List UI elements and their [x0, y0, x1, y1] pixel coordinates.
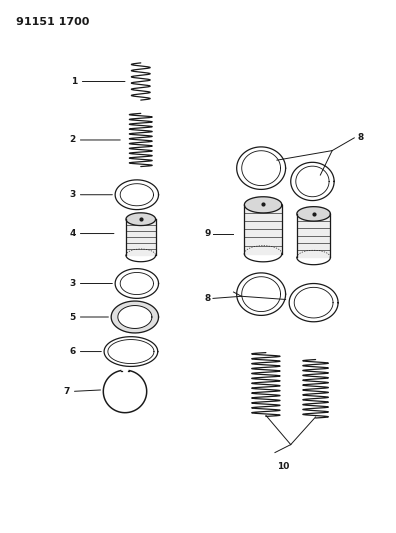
Polygon shape: [118, 305, 152, 328]
Text: 1: 1: [71, 77, 78, 86]
Text: 4: 4: [69, 229, 76, 238]
Text: 8: 8: [205, 294, 211, 303]
Text: 91151 1700: 91151 1700: [17, 17, 90, 27]
Text: 2: 2: [69, 135, 76, 144]
Text: 10: 10: [277, 462, 289, 471]
Polygon shape: [297, 207, 330, 221]
Text: 3: 3: [69, 279, 76, 288]
Polygon shape: [111, 301, 158, 333]
Polygon shape: [244, 197, 282, 213]
Polygon shape: [126, 213, 156, 225]
Text: 9: 9: [205, 229, 211, 238]
Text: 8: 8: [358, 133, 364, 142]
Text: 5: 5: [69, 312, 76, 321]
Text: 6: 6: [69, 347, 76, 356]
Text: 7: 7: [63, 387, 70, 396]
Text: 3: 3: [69, 190, 76, 199]
